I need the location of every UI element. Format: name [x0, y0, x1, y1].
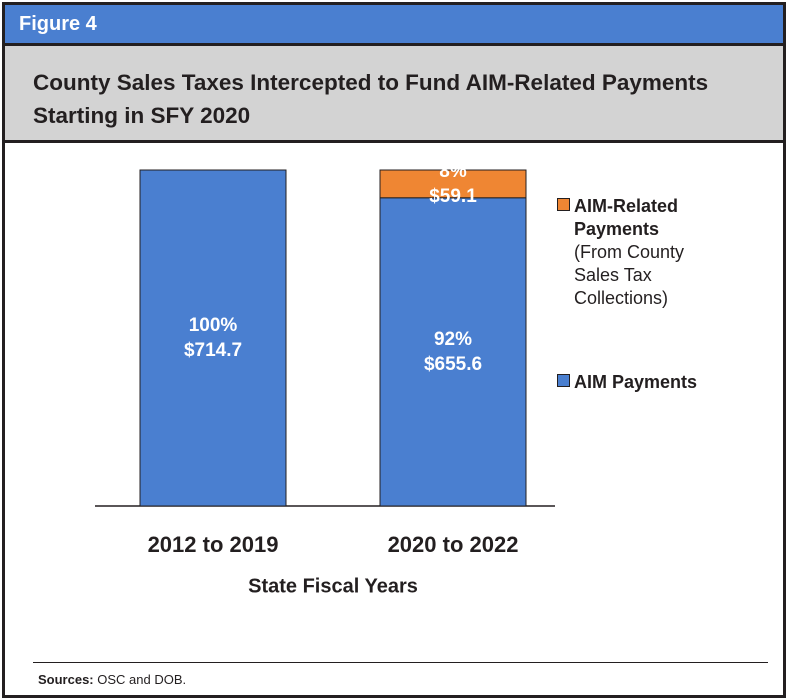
value-label: $714.7: [184, 340, 242, 361]
legend-item: AIM Payments: [557, 371, 737, 394]
chart: 100% $714.7 2012 to 2019 92% $655.6 8% $59.1 20…: [95, 161, 555, 597]
value-label: $59.1: [429, 186, 477, 207]
chart-title: County Sales Taxes Intercepted to Fund A…: [5, 43, 783, 143]
legend-label: AIM Payments: [574, 372, 698, 392]
source-label: Sources:: [38, 672, 94, 687]
legend-swatch: [557, 374, 570, 387]
legend-note: (From County Sales Tax Collections): [574, 242, 685, 308]
source: Sources: OSC and DOB.: [38, 672, 186, 687]
percent-label: 8%: [439, 161, 467, 182]
bar-segment: [379, 197, 527, 507]
legend-item: AIM-Related Payments (From County Sales …: [557, 195, 737, 310]
percent-label: 92%: [434, 329, 472, 350]
value-label: $655.6: [424, 354, 482, 375]
percent-label: 100%: [189, 315, 238, 336]
bar-segment: [379, 169, 527, 199]
x-tick-label: 2020 to 2022: [388, 532, 519, 557]
x-axis-label: State Fiscal Years: [248, 575, 418, 597]
x-tick-label: 2012 to 2019: [148, 532, 279, 557]
figure-label: Figure 4: [5, 5, 783, 43]
legend-label: AIM-Related Payments: [574, 196, 679, 239]
legend-swatch: [557, 198, 570, 211]
bar-segment: [139, 169, 287, 507]
divider: [33, 662, 768, 663]
source-text: OSC and DOB.: [97, 672, 187, 687]
